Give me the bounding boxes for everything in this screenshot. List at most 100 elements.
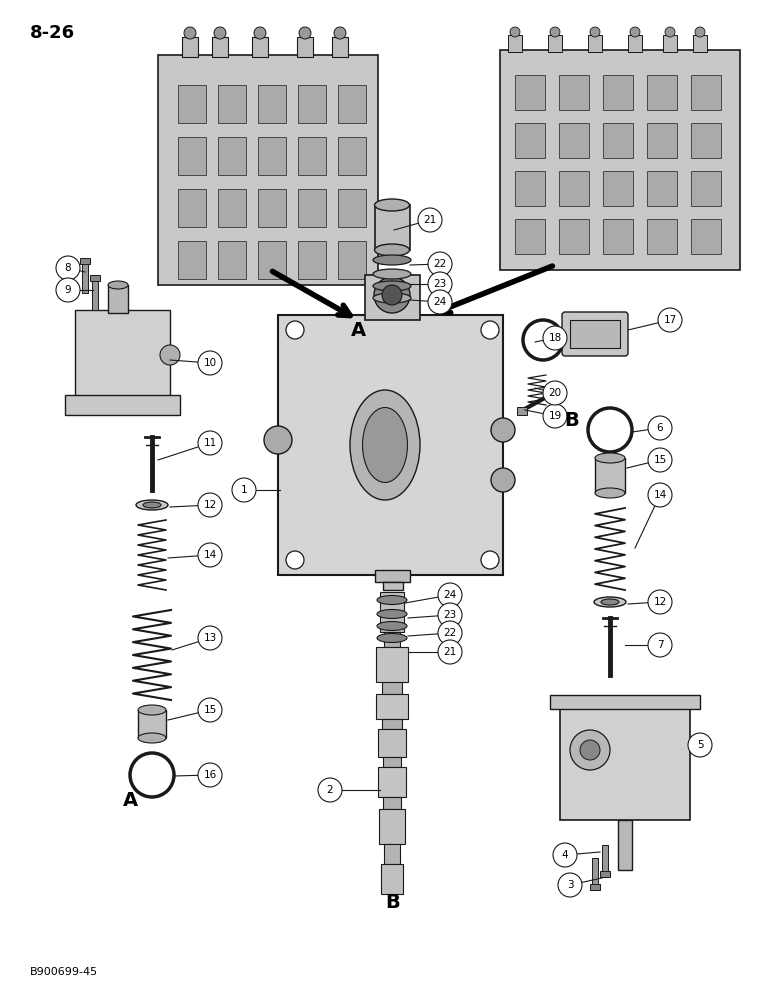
Circle shape [438, 603, 462, 627]
Bar [570, 320, 620, 348]
Bar [90, 275, 100, 281]
Bar [515, 219, 545, 254]
Bar [602, 845, 608, 877]
Bar [82, 258, 88, 293]
Bar [559, 75, 589, 110]
Ellipse shape [377, 609, 407, 618]
Circle shape [428, 290, 452, 314]
Bar [383, 582, 403, 590]
Text: 13: 13 [203, 633, 217, 643]
Circle shape [418, 208, 442, 232]
Circle shape [648, 483, 672, 507]
Circle shape [648, 448, 672, 472]
Circle shape [56, 278, 80, 302]
Ellipse shape [143, 502, 161, 508]
Circle shape [558, 873, 582, 897]
Bar [378, 767, 406, 797]
Circle shape [438, 621, 462, 645]
Circle shape [630, 27, 640, 37]
Circle shape [382, 285, 402, 305]
Circle shape [648, 416, 672, 440]
Ellipse shape [377, 634, 407, 643]
Bar [178, 137, 206, 175]
Bar [80, 258, 90, 264]
Circle shape [198, 351, 222, 375]
Circle shape [198, 763, 222, 787]
Bar [559, 171, 589, 206]
Bar [691, 219, 721, 254]
Bar [378, 729, 406, 757]
Circle shape [374, 277, 410, 313]
FancyBboxPatch shape [562, 312, 628, 356]
FancyBboxPatch shape [560, 700, 690, 820]
Text: 15: 15 [203, 705, 217, 715]
Circle shape [481, 551, 499, 569]
Circle shape [648, 590, 672, 614]
Circle shape [658, 308, 682, 332]
Circle shape [198, 493, 222, 517]
Circle shape [318, 778, 342, 802]
Text: 16: 16 [203, 770, 217, 780]
FancyBboxPatch shape [278, 315, 503, 575]
FancyBboxPatch shape [158, 55, 378, 285]
Ellipse shape [595, 453, 625, 463]
Ellipse shape [601, 599, 619, 605]
Bar [603, 75, 633, 110]
Bar [379, 809, 405, 844]
Circle shape [264, 426, 292, 454]
Ellipse shape [138, 733, 166, 743]
Text: 22: 22 [443, 628, 456, 638]
Circle shape [428, 272, 452, 296]
Text: 4: 4 [562, 850, 568, 860]
Text: 23: 23 [443, 610, 456, 620]
Bar [258, 189, 286, 227]
Bar [218, 85, 246, 123]
Circle shape [491, 418, 515, 442]
Text: 12: 12 [653, 597, 667, 607]
Circle shape [590, 27, 600, 37]
Text: 5: 5 [696, 740, 703, 750]
Circle shape [543, 404, 567, 428]
Bar [298, 189, 326, 227]
Text: 17: 17 [663, 315, 676, 325]
Circle shape [198, 626, 222, 650]
Bar [603, 219, 633, 254]
Bar [381, 864, 403, 894]
Circle shape [56, 256, 80, 280]
Ellipse shape [374, 199, 409, 211]
Bar [108, 285, 128, 313]
FancyBboxPatch shape [75, 310, 170, 410]
Bar [376, 694, 408, 719]
Circle shape [184, 27, 196, 39]
Ellipse shape [108, 281, 128, 289]
Bar [375, 570, 410, 582]
Circle shape [334, 27, 346, 39]
Bar [212, 37, 228, 57]
Circle shape [580, 740, 600, 760]
Text: 10: 10 [204, 358, 217, 368]
Ellipse shape [374, 244, 409, 256]
Bar [182, 37, 198, 57]
Bar [338, 189, 366, 227]
Bar [380, 592, 404, 632]
Text: 21: 21 [423, 215, 437, 225]
Circle shape [510, 27, 520, 37]
Text: B900699-45: B900699-45 [30, 967, 98, 977]
Text: 8-26: 8-26 [30, 24, 75, 42]
Bar [600, 871, 610, 877]
Bar [508, 35, 522, 52]
Ellipse shape [373, 269, 411, 279]
Text: 8: 8 [65, 263, 71, 273]
Circle shape [553, 843, 577, 867]
Bar [382, 719, 402, 729]
Bar [515, 123, 545, 158]
Bar [628, 35, 642, 52]
Bar [383, 797, 401, 809]
Text: B: B [386, 892, 401, 912]
Bar [338, 241, 366, 279]
Circle shape [254, 27, 266, 39]
Circle shape [570, 730, 610, 770]
Bar [548, 35, 562, 52]
Circle shape [550, 27, 560, 37]
Text: 7: 7 [657, 640, 663, 650]
